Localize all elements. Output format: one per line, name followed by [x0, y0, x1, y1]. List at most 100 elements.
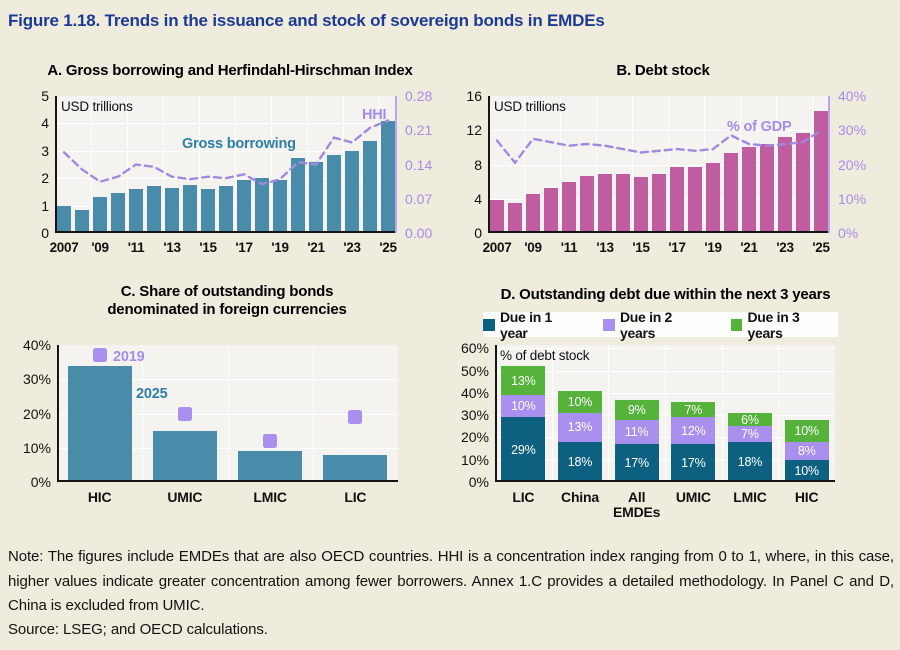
secondary-y-axis-tick: 0%	[838, 225, 859, 241]
panel-a-unit-label: USD trillions	[61, 99, 133, 114]
y-axis-tick: 16	[466, 88, 482, 104]
segment-label: 10%	[794, 463, 819, 478]
gridline-v	[343, 96, 344, 233]
bar-2007	[56, 205, 72, 233]
segment-lmic: 7%	[728, 426, 772, 442]
segment-label: 12%	[681, 423, 706, 438]
panel-d-plot: 29% 10% 13% 18% 13% 10% 17% 11% 9% 17% 12% 7% 18% 7% 6…	[495, 345, 835, 482]
gridline-v	[271, 96, 272, 233]
due-2-years-swatch-icon	[603, 318, 615, 331]
gridline-v	[812, 96, 813, 233]
panel-a-title: A. Gross borrowing and Herfindahl-Hirsch…	[47, 62, 413, 79]
y-axis-tick: 4	[41, 115, 49, 132]
bar-2019	[705, 162, 721, 233]
x-axis-tick: '25	[812, 240, 830, 255]
panel-c-plot	[57, 345, 398, 482]
legend-item-due-3-years: Due in 3 years	[730, 308, 838, 341]
gridline-v	[778, 345, 780, 482]
x-axis-tick: 2007	[49, 240, 79, 255]
gridline-v	[776, 96, 777, 233]
gridline-v	[163, 96, 164, 233]
legend-item-due-1-year: Due in 1 year	[483, 309, 583, 341]
x-axis-tick: '25	[379, 240, 397, 255]
x-axis-category: China	[561, 489, 599, 505]
bar-2010	[543, 187, 559, 233]
y-axis-tick: 60%	[460, 340, 489, 357]
panel-b-unit-label: USD trillions	[494, 99, 566, 114]
secondary-y-axis-tick: 0.07	[405, 190, 433, 207]
bar-2025	[813, 110, 829, 233]
segment-label: 17%	[681, 456, 706, 471]
secondary-y-axis-tick: 0.00	[405, 225, 433, 241]
y-axis-tick: 20%	[22, 405, 51, 422]
gridline-v	[524, 96, 525, 233]
y-axis-tick: 3	[41, 142, 49, 159]
y-axis-tick: 20%	[460, 429, 489, 446]
bar-2025-lmic	[238, 451, 303, 482]
y-axis-tick: 10%	[460, 451, 489, 468]
panel-a-bar-series-label: Gross borrowing	[182, 136, 296, 152]
segment-all-emdes: 17%	[614, 444, 659, 482]
gridline-v	[127, 96, 128, 233]
x-axis-tick: '17	[668, 240, 686, 255]
panel-d-unit-label: % of debt stock	[500, 348, 590, 363]
segment-umic: 12%	[671, 417, 716, 445]
gridline-h	[488, 130, 830, 132]
secondary-y-axis-tick: 0.14	[405, 156, 433, 173]
gridline-v	[632, 96, 633, 233]
segment-lmic: 6%	[728, 413, 772, 427]
y-axis-line	[495, 345, 497, 482]
source-text: Source: LSEG; and OECD calculations.	[8, 620, 268, 638]
bar-2011	[561, 182, 577, 233]
x-axis-category: LMIC	[253, 489, 287, 505]
secondary-y-axis-tick: 10%	[838, 190, 867, 207]
x-axis-tick: '11	[127, 240, 145, 255]
x-axis-category: HIC	[794, 489, 819, 505]
bar-2016	[218, 186, 234, 233]
bar-2013	[597, 173, 613, 233]
pct-of-gdp-line	[495, 129, 823, 165]
due-3-years-swatch-icon	[730, 318, 743, 331]
x-axis-tick: '13	[596, 240, 614, 255]
gridline-h	[488, 164, 830, 166]
bar-2008	[507, 203, 523, 233]
bar-2025	[380, 120, 396, 233]
gridline-v	[740, 96, 741, 233]
secondary-y-axis-line	[828, 96, 830, 233]
bar-2017	[669, 167, 685, 233]
bar-2024	[362, 141, 378, 233]
legend-item-due-2-years: Due in 2 years	[603, 309, 710, 341]
segment-umic: 17%	[671, 444, 716, 482]
gridline-v	[668, 96, 669, 233]
y-axis-tick: 1	[41, 197, 49, 214]
gridline-v	[235, 96, 236, 233]
gridline-v	[665, 345, 666, 482]
x-axis-category: LIC	[512, 489, 535, 505]
bar-2009	[525, 193, 541, 233]
gridline-v	[551, 345, 553, 482]
y-axis-tick: 30%	[460, 407, 489, 424]
segment-label: 9%	[627, 402, 646, 417]
segment-label: 8%	[797, 443, 816, 458]
x-axis-category: LMIC	[733, 489, 767, 505]
panel-a-line-series-label: HHI	[362, 107, 387, 123]
y-axis-tick: 40%	[460, 384, 489, 401]
segment-hic: 8%	[784, 441, 829, 460]
panel-b-line-series-label: % of GDP	[727, 119, 792, 135]
gridline-v	[721, 345, 723, 482]
segment-label: 29%	[511, 442, 536, 457]
segment-label: 18%	[567, 454, 593, 469]
gridline-v	[227, 345, 229, 482]
x-axis-tick: '09	[524, 240, 542, 255]
marker-2019-lmic	[263, 433, 278, 448]
bar-2008	[74, 209, 90, 233]
gridline-v	[704, 96, 705, 233]
gridline-v	[199, 96, 200, 233]
x-axis-category: All EMDEs	[613, 489, 661, 520]
panel-d-title: D. Outstanding debt due within the next …	[500, 286, 831, 303]
segment-label: 10%	[567, 394, 593, 409]
x-axis-tick: '19	[271, 240, 289, 255]
y-axis-tick: 4	[474, 190, 482, 207]
segment-label: 10%	[794, 423, 819, 438]
due-3-years-label: Due in 3 years	[747, 308, 800, 341]
